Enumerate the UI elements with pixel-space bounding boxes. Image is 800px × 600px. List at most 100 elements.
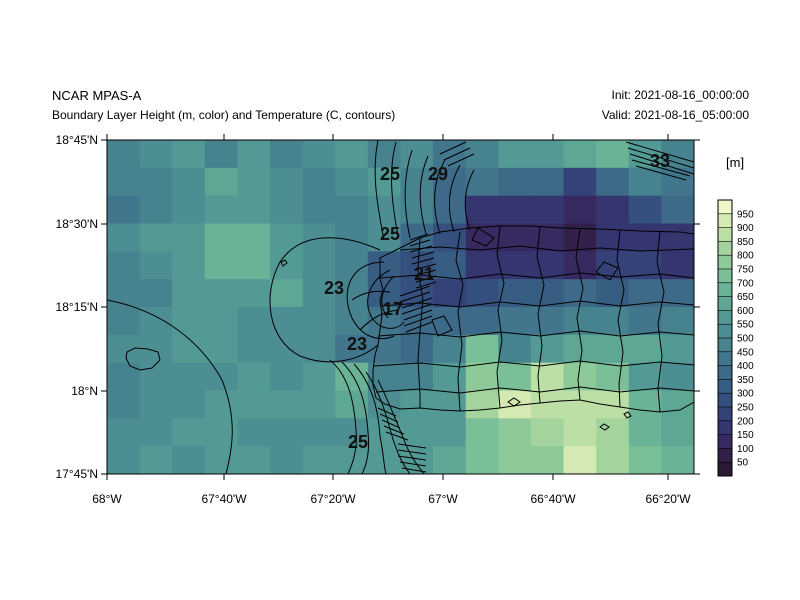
grid-cell <box>465 251 499 280</box>
grid-cell <box>563 167 597 197</box>
grid-cell <box>335 167 369 197</box>
grid-cell <box>596 140 630 169</box>
grid-cell <box>270 334 304 364</box>
colorbar-swatch <box>718 255 732 270</box>
grid-cell <box>302 251 336 280</box>
grid-cell <box>596 167 630 197</box>
grid-cell <box>139 390 173 419</box>
grid-cell <box>302 140 336 169</box>
grid-cell <box>172 195 206 225</box>
grid-cell <box>400 140 434 169</box>
grid-cell <box>498 307 532 336</box>
colorbar-level-label: 350 <box>737 375 754 386</box>
grid-cell <box>204 195 239 225</box>
dense-contour-clusters <box>377 141 694 473</box>
colorbar-level-label: 950 <box>737 209 754 220</box>
grid-cell <box>204 390 239 419</box>
grid-cell <box>661 307 694 336</box>
grid-cell <box>204 223 239 252</box>
grid-cell <box>563 418 597 447</box>
grid-cell <box>237 195 271 225</box>
grid-cell <box>465 279 499 308</box>
grid-cell <box>498 446 532 474</box>
colorbar-swatch <box>718 227 732 242</box>
grid-cell <box>530 195 565 225</box>
grid-cell <box>400 390 434 419</box>
grid-cell <box>204 362 239 392</box>
grid-cell <box>563 195 597 225</box>
contour-label: 29 <box>428 164 448 184</box>
grid-cell <box>302 418 336 447</box>
grid-cell <box>433 167 467 197</box>
grid-cell <box>302 362 336 392</box>
grid-cell <box>237 223 271 252</box>
grid-cell <box>661 251 694 280</box>
grid-cell <box>628 418 662 447</box>
grid-cell <box>139 195 173 225</box>
grid-cell <box>530 140 565 169</box>
grid-cell <box>596 446 630 474</box>
grid-cell <box>367 446 402 474</box>
colorbar-level-label: 450 <box>737 347 754 358</box>
colorbar-units-label: [m] <box>726 155 745 170</box>
x-tick-label: 66°40'W <box>530 492 576 506</box>
colorbar-level-label: 150 <box>737 430 754 441</box>
grid-cell <box>530 307 565 336</box>
colorbar-level-label: 800 <box>737 251 754 262</box>
grid-cell <box>465 362 499 392</box>
grid-cell <box>107 167 141 197</box>
x-tick-label: 67°20'W <box>310 492 356 506</box>
contour-label: 23 <box>324 278 344 298</box>
grid-cell <box>661 362 694 392</box>
grid-cell <box>204 446 239 474</box>
grid-cell <box>237 167 271 197</box>
grid-cell <box>302 195 336 225</box>
grid-cell <box>530 390 565 419</box>
grid-cell <box>204 279 239 308</box>
grid-cell <box>335 223 369 252</box>
grid-cell <box>661 446 694 474</box>
grid-cell <box>302 446 336 474</box>
grid-cell <box>302 279 336 308</box>
colorbar-swatch <box>718 434 732 449</box>
grid-cell <box>139 167 173 197</box>
colorbar-swatch <box>718 213 732 228</box>
contour-label: 25 <box>348 432 368 452</box>
grid-cell <box>335 195 369 225</box>
grid-cell <box>139 362 173 392</box>
grid-cell <box>335 251 369 280</box>
grid-cell <box>302 307 336 336</box>
mona-island <box>125 347 161 371</box>
colorbar-swatch <box>718 310 732 325</box>
grid-cell <box>367 167 402 197</box>
colorbar-swatch <box>718 379 732 394</box>
grid-cell <box>530 251 565 280</box>
grid-cell <box>367 418 402 447</box>
colorbar-level-label: 850 <box>737 237 754 248</box>
grid-cell <box>204 334 239 364</box>
grid-cell <box>172 140 206 169</box>
grid-cell <box>530 446 565 474</box>
grid-cell <box>237 251 271 280</box>
valid-time-label: Valid: 2021-08-16_05:00:00 <box>601 108 749 122</box>
grid-cell <box>270 418 304 447</box>
grid-cell <box>302 167 336 197</box>
colorbar-level-label: 900 <box>737 223 754 234</box>
grid-cell <box>107 418 141 447</box>
grid-cell <box>628 223 662 252</box>
grid-cell <box>433 279 467 308</box>
colorbar-swatch <box>718 393 732 408</box>
grid-cell <box>628 446 662 474</box>
grid-cell <box>302 390 336 419</box>
grid-cell <box>204 140 239 169</box>
grid-cell <box>107 390 141 419</box>
grid-cell <box>270 223 304 252</box>
contour-label: 23 <box>347 334 367 354</box>
grid-cell <box>204 418 239 447</box>
grid-cell <box>596 334 630 364</box>
contour-label: 25 <box>380 164 400 184</box>
colorbar-level-label: 600 <box>737 306 754 317</box>
colorbar-level-label: 700 <box>737 278 754 289</box>
colorbar-level-label: 400 <box>737 361 754 372</box>
grid-cell <box>433 418 467 447</box>
